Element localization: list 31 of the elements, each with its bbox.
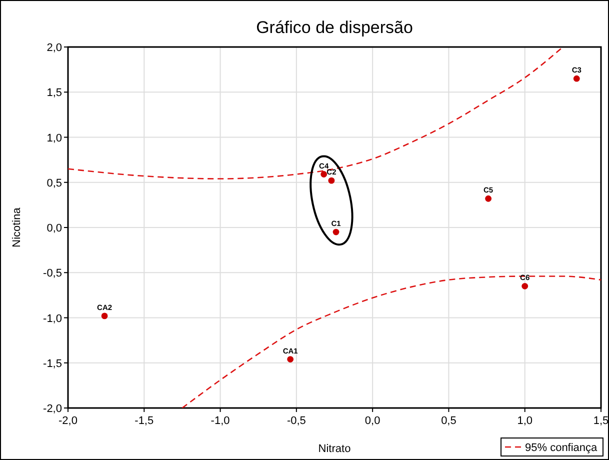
x-tick-label: 1,5 xyxy=(593,415,609,427)
y-axis-title: Nicotina xyxy=(11,206,23,248)
point xyxy=(101,312,108,320)
line-series xyxy=(68,47,564,180)
x-tick-label: -2,0 xyxy=(58,415,78,427)
x-tick-label: -1,5 xyxy=(134,415,154,427)
y-tick-label: 2,0 xyxy=(46,42,62,54)
point xyxy=(485,195,492,202)
line-series xyxy=(182,276,601,408)
x-tick-label: 0,0 xyxy=(364,415,380,427)
y-tick-label: 1,0 xyxy=(46,132,62,144)
y-tick-label: -2,0 xyxy=(43,403,62,415)
x-axis-title: Nitrato xyxy=(318,443,351,455)
y-tick-label: 0,5 xyxy=(46,177,62,190)
y-tick-label: 1,5 xyxy=(46,87,62,100)
point xyxy=(287,356,294,362)
x-tick-label: -0,5 xyxy=(286,415,306,427)
point xyxy=(328,177,335,184)
point xyxy=(573,75,580,82)
y-tick-label: 0,0 xyxy=(46,222,62,234)
point xyxy=(320,171,328,178)
y-tick-label: -1,0 xyxy=(43,312,62,325)
point xyxy=(522,282,528,290)
y-tick-label: -0,5 xyxy=(43,268,62,280)
point xyxy=(332,228,340,236)
x-tick-label: -1,0 xyxy=(210,415,230,427)
legend-label: 95% confiança xyxy=(525,442,598,454)
x-tick-label: 1,0 xyxy=(517,415,533,427)
chart-title: Gráfico de dispersão xyxy=(256,18,413,37)
x-tick-label: 0,5 xyxy=(441,415,456,427)
y-tick-label: -1,5 xyxy=(43,358,62,370)
